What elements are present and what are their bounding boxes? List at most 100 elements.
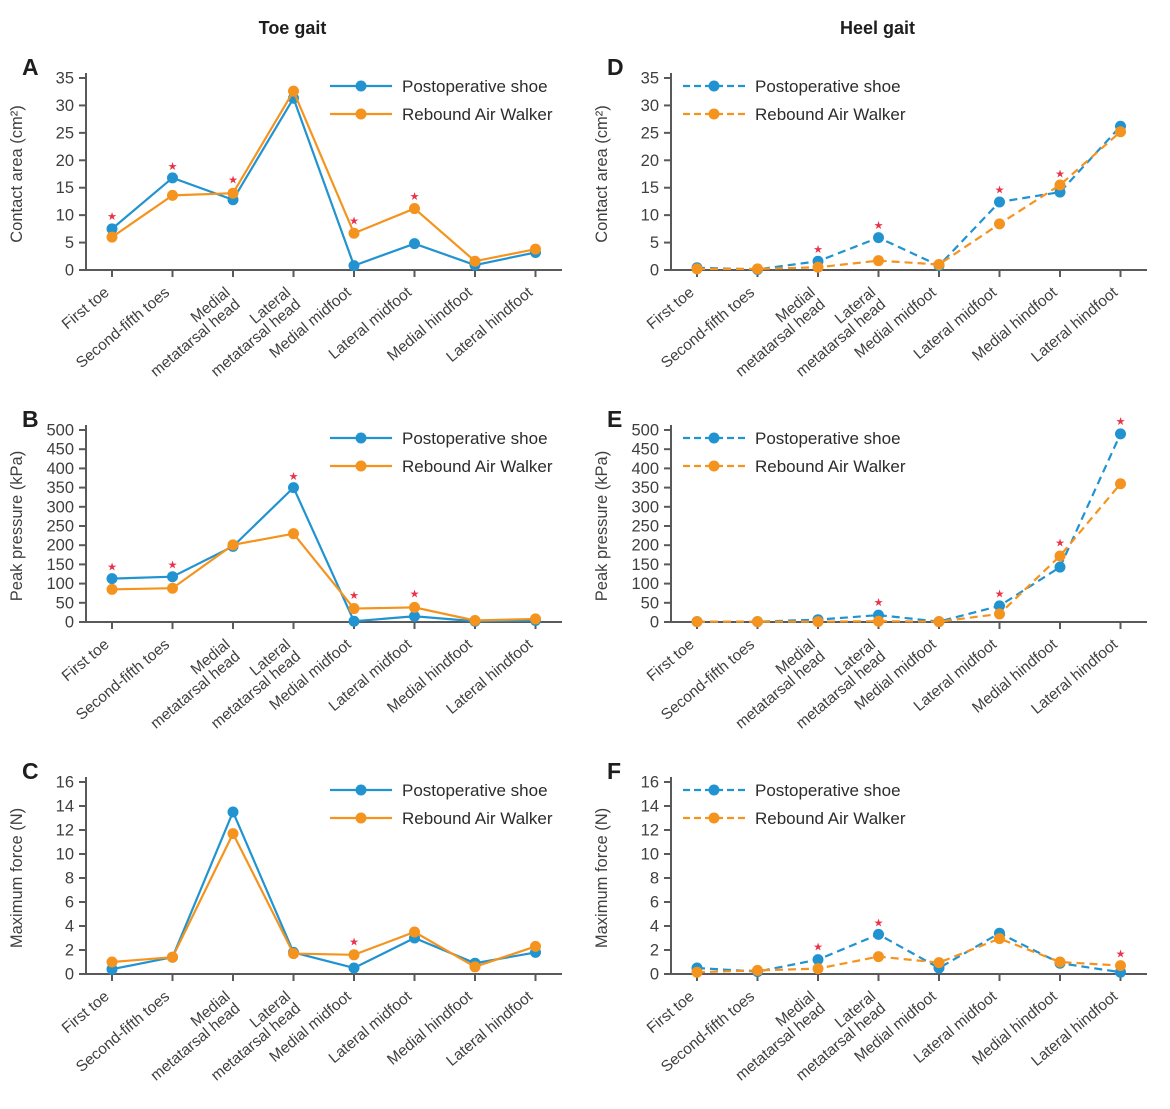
svg-text:Postoperative shoe: Postoperative shoe — [755, 781, 901, 800]
svg-text:Peak pressure (kPa): Peak pressure (kPa) — [593, 451, 611, 601]
panel-d: D 0 5 10 15 20 25 30 35 Contact area (cm²) First … — [585, 52, 1170, 404]
svg-text:0: 0 — [65, 614, 74, 632]
panel-c: C 0 2 4 6 8 10 12 14 16 Maximum force (N) First to… — [0, 756, 585, 1108]
panel-grid: A 0 5 10 15 20 25 30 35 Contact area (cm²) First … — [0, 52, 1170, 1108]
svg-text:200: 200 — [46, 537, 74, 555]
svg-text:★: ★ — [349, 216, 359, 228]
svg-text:★: ★ — [349, 937, 359, 949]
svg-text:15: 15 — [56, 179, 74, 197]
chart-svg-a: 0 5 10 15 20 25 30 35 Contact area (cm²) First to… — [8, 70, 562, 380]
svg-text:16: 16 — [56, 774, 74, 792]
svg-text:First toe: First toe — [59, 988, 113, 1037]
column-title-toe-gait: Toe gait — [258, 18, 327, 38]
panel-e: E 0 50 100 150 200 250 300 350 400 450 500 Peak pre… — [585, 404, 1170, 756]
svg-text:250: 250 — [46, 518, 74, 536]
svg-text:★: ★ — [1116, 416, 1126, 428]
svg-text:8: 8 — [65, 870, 74, 888]
svg-text:300: 300 — [631, 498, 659, 516]
column-titles-row: Toe gait Heel gait — [0, 0, 1170, 52]
svg-text:250: 250 — [631, 518, 659, 536]
svg-text:10: 10 — [56, 846, 74, 864]
svg-text:0: 0 — [650, 966, 659, 984]
svg-text:★: ★ — [107, 561, 117, 573]
svg-text:0: 0 — [65, 966, 74, 984]
svg-text:0: 0 — [650, 614, 659, 632]
panel-a-chart: 0 5 10 15 20 25 30 35 Contact area (cm²) First to… — [0, 52, 585, 404]
svg-text:★: ★ — [813, 244, 823, 256]
svg-text:★: ★ — [168, 161, 178, 173]
svg-text:First toe: First toe — [59, 284, 113, 333]
svg-text:Contact area (cm²): Contact area (cm²) — [8, 105, 26, 243]
svg-text:First toe: First toe — [644, 636, 698, 685]
svg-text:5: 5 — [65, 234, 74, 252]
svg-text:★: ★ — [874, 917, 884, 929]
svg-text:350: 350 — [631, 479, 659, 497]
svg-text:14: 14 — [56, 798, 74, 816]
svg-text:35: 35 — [641, 70, 659, 88]
svg-text:Rebound Air Walker: Rebound Air Walker — [755, 809, 906, 828]
svg-text:200: 200 — [631, 537, 659, 555]
svg-text:Rebound Air Walker: Rebound Air Walker — [755, 105, 906, 124]
svg-text:★: ★ — [813, 941, 823, 953]
svg-text:2: 2 — [65, 942, 74, 960]
svg-text:450: 450 — [631, 441, 659, 459]
svg-text:★: ★ — [168, 559, 178, 571]
svg-text:400: 400 — [46, 460, 74, 478]
svg-text:4: 4 — [650, 918, 659, 936]
column-title-heel-gait: Heel gait — [839, 18, 916, 38]
svg-text:100: 100 — [631, 575, 659, 593]
svg-text:35: 35 — [56, 70, 74, 88]
svg-text:★: ★ — [349, 590, 359, 602]
svg-text:Rebound Air Walker: Rebound Air Walker — [402, 457, 553, 476]
svg-text:50: 50 — [641, 594, 659, 612]
svg-text:500: 500 — [46, 422, 74, 440]
svg-text:★: ★ — [1055, 538, 1065, 550]
svg-text:10: 10 — [56, 207, 74, 225]
svg-text:★: ★ — [107, 211, 117, 223]
svg-text:Maximum force (N): Maximum force (N) — [593, 808, 611, 948]
svg-text:25: 25 — [56, 124, 74, 142]
svg-text:16: 16 — [641, 774, 659, 792]
panel-e-letter: E — [607, 406, 623, 432]
svg-text:5: 5 — [650, 234, 659, 252]
panel-b-chart: 0 50 100 150 200 250 300 350 400 450 500 Peak press… — [0, 404, 585, 756]
svg-text:★: ★ — [1055, 168, 1065, 180]
svg-text:150: 150 — [46, 556, 74, 574]
svg-text:10: 10 — [641, 207, 659, 225]
svg-text:First toe: First toe — [644, 988, 698, 1037]
svg-text:450: 450 — [46, 441, 74, 459]
panel-e-chart: 0 50 100 150 200 250 300 350 400 450 500 Peak press… — [585, 404, 1170, 756]
svg-text:14: 14 — [641, 798, 659, 816]
svg-text:Rebound Air Walker: Rebound Air Walker — [755, 457, 906, 476]
svg-text:★: ★ — [995, 184, 1005, 196]
panel-b: B 0 50 100 150 200 250 300 350 400 450 500 Peak pre… — [0, 404, 585, 756]
svg-text:150: 150 — [631, 556, 659, 574]
svg-text:Rebound Air Walker: Rebound Air Walker — [402, 105, 553, 124]
svg-text:First toe: First toe — [644, 284, 698, 333]
svg-text:30: 30 — [56, 97, 74, 115]
svg-text:Postoperative shoe: Postoperative shoe — [755, 429, 901, 448]
svg-text:First toe: First toe — [59, 636, 113, 685]
svg-text:Postoperative shoe: Postoperative shoe — [755, 77, 901, 96]
panel-f-chart: 0 2 4 6 8 10 12 14 16 Maximum force (N) First toe S… — [585, 756, 1170, 1108]
panel-d-chart: 0 5 10 15 20 25 30 35 Contact area (cm²) First to… — [585, 52, 1170, 404]
svg-text:20: 20 — [56, 152, 74, 170]
svg-text:★: ★ — [874, 597, 884, 609]
svg-text:Peak pressure (kPa): Peak pressure (kPa) — [8, 451, 26, 601]
svg-text:6: 6 — [65, 894, 74, 912]
svg-text:300: 300 — [46, 498, 74, 516]
svg-text:Maximum force (N): Maximum force (N) — [8, 808, 26, 948]
svg-text:400: 400 — [631, 460, 659, 478]
panel-b-letter: B — [22, 406, 39, 432]
svg-text:50: 50 — [56, 594, 74, 612]
panel-f: F 0 2 4 6 8 10 12 14 16 Maximum force (N) First to… — [585, 756, 1170, 1108]
panel-f-letter: F — [607, 758, 622, 784]
panel-d-letter: D — [607, 54, 624, 80]
svg-text:350: 350 — [46, 479, 74, 497]
svg-text:500: 500 — [631, 422, 659, 440]
svg-text:10: 10 — [641, 846, 659, 864]
